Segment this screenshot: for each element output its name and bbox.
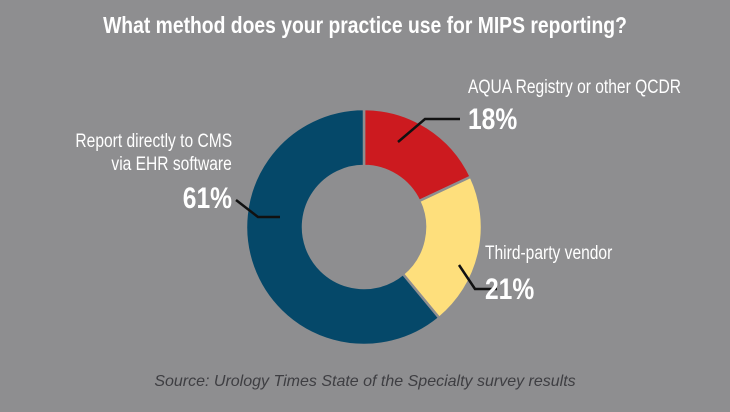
slice-third-party xyxy=(401,175,484,320)
leader-line-aqua xyxy=(397,117,460,143)
value-third-party: 21% xyxy=(485,273,535,306)
label-cms-line1: Report directly to CMS xyxy=(75,131,232,152)
source-note: Source: Urology Times State of the Speci… xyxy=(154,373,576,390)
chart-title: What method does your practice use for M… xyxy=(103,12,627,38)
label-aqua: AQUA Registry or other QCDR xyxy=(468,77,681,98)
leader-line-third-party xyxy=(457,264,497,291)
label-cms-line2: via EHR software xyxy=(111,154,232,175)
label-third-party: Third-party vendor xyxy=(485,243,613,264)
value-aqua: 18% xyxy=(468,103,518,136)
value-cms: 61% xyxy=(182,182,232,215)
slice-cms xyxy=(244,107,441,347)
leader-line-cms xyxy=(235,199,280,219)
